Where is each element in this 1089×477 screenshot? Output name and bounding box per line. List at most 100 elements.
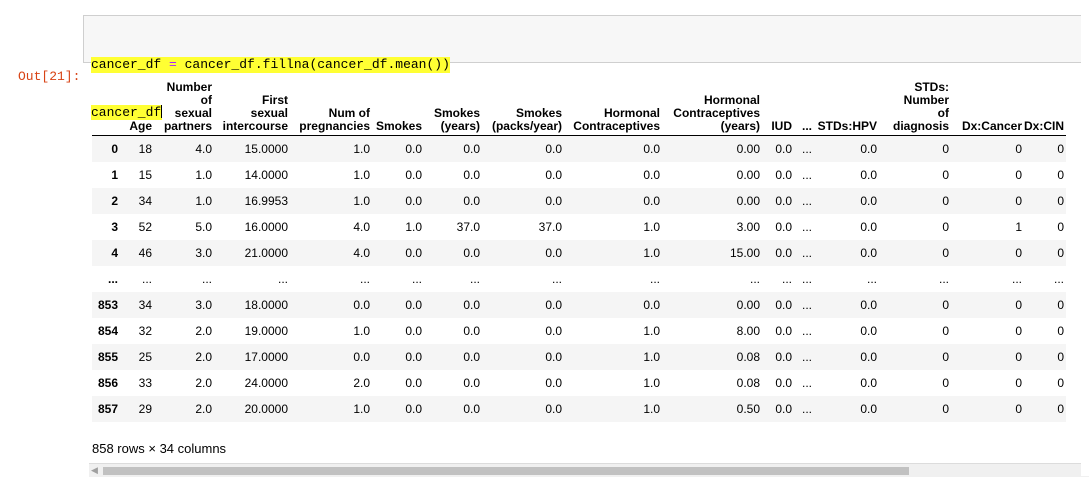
- table-cell: 0: [1057, 376, 1065, 390]
- table-cell: 5.0: [195, 220, 212, 234]
- table-cell: 0.0: [643, 194, 660, 208]
- column-header-text: of: [937, 106, 949, 120]
- table-cell: 2.0: [353, 376, 370, 390]
- table-cell: 1.0: [643, 220, 660, 234]
- table-cell: 25: [138, 350, 152, 364]
- column-header: Smokes: [372, 68, 424, 136]
- column-header-text: STDs:: [914, 80, 949, 94]
- table-cell: 0.0: [643, 298, 660, 312]
- dataframe-shape-label: 858 rows × 34 columns: [92, 441, 227, 456]
- table-cell: ...: [141, 272, 152, 286]
- column-header-text: Contraceptives: [573, 119, 660, 133]
- table-cell: 18: [138, 142, 152, 156]
- table-cell: 0.0: [860, 142, 877, 156]
- table-cell: ...: [801, 194, 812, 208]
- table-cell: 0.0: [545, 402, 562, 416]
- vertical-scrollbar[interactable]: [1081, 0, 1089, 476]
- table-cell: 0: [1015, 194, 1022, 208]
- column-header-text: intercourse: [222, 119, 288, 133]
- table-cell: 0: [1057, 168, 1065, 182]
- table-row: ........................................…: [92, 266, 1067, 292]
- horizontal-scrollbar-thumb[interactable]: [103, 467, 909, 475]
- row-index: 1: [111, 168, 118, 182]
- table-cell: 0.00: [736, 168, 760, 182]
- table-cell: 0.0: [775, 350, 792, 364]
- column-header-text: Hormonal: [603, 106, 660, 120]
- table-cell: ...: [1011, 272, 1022, 286]
- table-cell: 0.0: [545, 194, 562, 208]
- table-cell: 0.0: [775, 376, 792, 390]
- table-cell: 0: [1057, 324, 1065, 338]
- table-cell: ...: [938, 272, 949, 286]
- table-cell: 0: [1015, 246, 1022, 260]
- table-cell: 52: [138, 220, 152, 234]
- column-header-text: IUD: [771, 119, 792, 133]
- table-cell: 14.0000: [244, 168, 288, 182]
- column-header: Number of sexual partners: [154, 68, 214, 136]
- table-cell: 1.0: [195, 168, 212, 182]
- table-cell: 0.00: [736, 194, 760, 208]
- table-cell: 16.0000: [244, 220, 288, 234]
- table-cell: 0.00: [736, 142, 760, 156]
- table-cell: 0.0: [545, 298, 562, 312]
- scroll-left-arrow-icon[interactable]: ◀: [91, 465, 98, 475]
- table-cell: 1.0: [353, 324, 370, 338]
- table-cell: 0.0: [463, 194, 480, 208]
- table-cell: 2.0: [195, 324, 212, 338]
- table-cell: 0.0: [405, 168, 422, 182]
- table-cell: 0.0: [405, 194, 422, 208]
- table-cell: 34: [138, 194, 152, 208]
- table-cell: 1.0: [195, 194, 212, 208]
- table-cell: 0.0: [860, 298, 877, 312]
- table-cell: 15.0000: [244, 142, 288, 156]
- table-row: 857 29 2.0 20.0000 1.0 0.0 0.0 0.0 1.0 0.50 0.0...…: [92, 396, 1067, 422]
- table-cell: 0.0: [860, 402, 877, 416]
- table-cell: ...: [801, 376, 812, 390]
- column-header-text: pregnancies: [299, 119, 370, 133]
- table-cell: 0.0: [405, 298, 422, 312]
- table-row: 4 46 3.0 21.0000 4.0 0.0 0.0 0.0 1.0 15.00 0.0... 0…: [92, 240, 1067, 266]
- table-cell: ...: [801, 324, 812, 338]
- table-cell: 0.0: [405, 246, 422, 260]
- table-cell: 0: [1057, 194, 1065, 208]
- table-cell: ...: [866, 272, 877, 286]
- table-cell: 0.0: [353, 298, 370, 312]
- column-header: Hormonal Contraceptives: [564, 68, 662, 136]
- table-cell: 0.0: [775, 324, 792, 338]
- table-cell: 0.0: [545, 142, 562, 156]
- row-index: 4: [111, 246, 118, 260]
- table-body: 0 18 4.0 15.0000 1.0 0.0 0.0 0.0 0.0 0.00 0.0... 0.…: [92, 135, 1067, 422]
- table-cell: ...: [801, 298, 812, 312]
- table-cell: 0.0: [860, 220, 877, 234]
- horizontal-scrollbar[interactable]: ◀: [89, 463, 1089, 477]
- table-cell: 0.0: [775, 168, 792, 182]
- table-row: 853 34 3.0 18.0000 0.0 0.0 0.0 0.0 0.0 0.00 0.0...…: [92, 292, 1067, 318]
- table-cell: 0: [1015, 350, 1022, 364]
- table-cell: ...: [801, 402, 812, 416]
- table-cell: 4.0: [353, 246, 370, 260]
- table-cell: 1: [1015, 220, 1022, 234]
- table-cell: 0.0: [643, 168, 660, 182]
- table-cell: 0.0: [405, 142, 422, 156]
- output-prompt: Out[21]:: [18, 69, 81, 84]
- column-header-text: of: [200, 93, 212, 107]
- code-input-cell[interactable]: cancer_df = cancer_df.fillna(cancer_df.m…: [83, 15, 1084, 120]
- column-header: [92, 68, 120, 136]
- column-header: Age: [120, 68, 154, 136]
- table-row: 1 15 1.0 14.0000 1.0 0.0 0.0 0.0 0.0 0.00 0.0... 0.…: [92, 162, 1067, 188]
- column-header-text: STDs:HPV: [817, 119, 877, 133]
- row-index: 3: [111, 220, 118, 234]
- table-cell: 0.0: [405, 324, 422, 338]
- column-header-text: First: [261, 93, 288, 107]
- row-index: ...: [107, 272, 118, 286]
- table-cell: 0.0: [775, 194, 792, 208]
- table-cell: 0.0: [860, 168, 877, 182]
- table-cell: 0.0: [643, 142, 660, 156]
- table-cell: 0.0: [545, 376, 562, 390]
- table-cell: 19.0000: [244, 324, 288, 338]
- table-cell: ...: [749, 272, 760, 286]
- dataframe-table: Age Number of sexual partners First sexual inte…: [92, 68, 1067, 422]
- table-cell: 0: [1015, 168, 1022, 182]
- table-cell: 0: [942, 142, 949, 156]
- table-cell: 24.0000: [244, 376, 288, 390]
